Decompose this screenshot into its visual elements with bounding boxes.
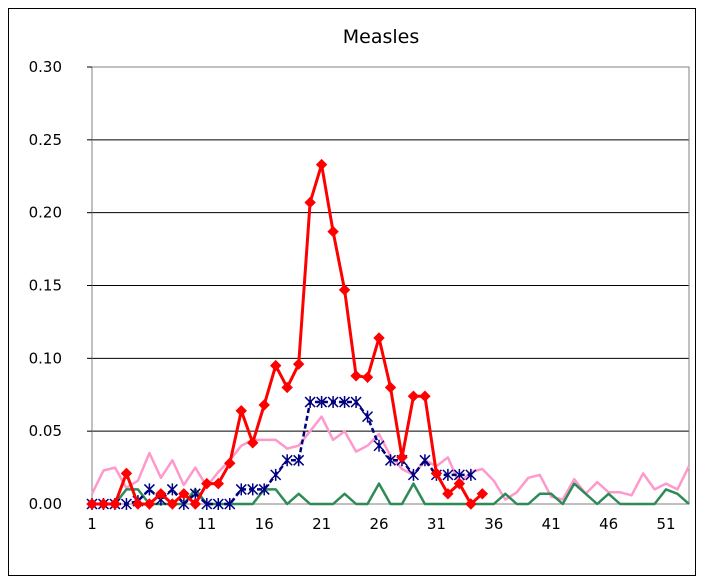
data-point	[315, 158, 328, 171]
y-tick-label: 0.10	[29, 349, 62, 367]
data-point	[442, 468, 454, 481]
data-point	[143, 498, 156, 510]
data-point	[419, 454, 431, 467]
data-point	[120, 498, 132, 510]
data-point	[292, 358, 305, 370]
series-line	[92, 482, 690, 506]
data-point	[430, 467, 443, 480]
series-1	[92, 482, 690, 506]
data-point	[453, 477, 466, 490]
data-point	[304, 396, 316, 409]
data-point	[109, 498, 121, 510]
x-tick-label: 6	[145, 515, 155, 533]
chart-title: Measles	[343, 26, 420, 48]
x-tick-label: 26	[369, 515, 388, 533]
x-tick-label: 11	[197, 515, 216, 533]
data-point	[327, 225, 339, 238]
data-point	[476, 488, 489, 500]
data-point	[235, 405, 247, 417]
data-point	[258, 399, 270, 411]
data-point	[86, 498, 98, 510]
data-point	[212, 498, 224, 510]
data-point	[201, 477, 213, 490]
data-point	[189, 498, 202, 510]
data-point	[338, 284, 351, 296]
series-3	[86, 158, 489, 510]
data-point	[212, 477, 224, 490]
data-point	[143, 483, 155, 496]
x-tick-label: 1	[87, 515, 97, 533]
data-point	[132, 498, 144, 510]
data-point	[281, 381, 293, 394]
data-point	[407, 468, 419, 481]
y-tick-label: 0.30	[29, 58, 62, 76]
data-point	[350, 370, 362, 382]
data-point	[155, 488, 167, 500]
data-point	[97, 498, 110, 510]
data-point	[247, 483, 259, 496]
data-point	[270, 468, 282, 481]
x-tick-label: 46	[599, 515, 618, 533]
x-tick-label: 41	[542, 515, 561, 533]
data-point	[316, 396, 328, 409]
data-point	[224, 498, 236, 510]
data-point	[224, 457, 236, 469]
x-tick-label: 21	[312, 515, 331, 533]
y-tick-label: 0.25	[29, 131, 62, 149]
data-point	[166, 483, 178, 496]
data-point	[235, 483, 247, 496]
data-point	[293, 454, 305, 467]
data-point	[407, 390, 420, 402]
series-line	[92, 400, 471, 506]
data-point	[396, 451, 408, 464]
data-point	[419, 390, 431, 402]
data-point	[384, 454, 397, 467]
data-point	[166, 498, 179, 510]
data-point	[361, 371, 374, 383]
data-point	[362, 410, 374, 423]
data-point	[465, 468, 477, 481]
data-point	[269, 359, 282, 372]
data-point	[281, 454, 293, 467]
data-point	[120, 467, 133, 480]
data-point	[178, 498, 190, 510]
data-point	[339, 396, 351, 409]
data-point	[258, 483, 270, 496]
x-tick-label: 36	[484, 515, 503, 533]
data-point	[201, 498, 213, 510]
data-point	[247, 437, 259, 449]
y-tick-label: 0.05	[29, 422, 62, 440]
y-tick-label: 0.00	[29, 495, 62, 513]
gridlines	[92, 66, 689, 432]
y-tick-label: 0.20	[29, 204, 62, 222]
data-point	[350, 396, 362, 409]
y-tick-label: 0.15	[29, 277, 62, 295]
data-point	[465, 498, 477, 510]
x-tick-label: 16	[255, 515, 274, 533]
data-point	[384, 381, 397, 394]
data-point	[373, 439, 385, 452]
data-point	[178, 488, 190, 500]
x-tick-label: 31	[427, 515, 446, 533]
data-point	[327, 396, 339, 409]
data-point	[304, 196, 316, 209]
x-tick-label: 51	[656, 515, 675, 533]
data-point	[442, 488, 454, 500]
data-point	[373, 332, 385, 344]
